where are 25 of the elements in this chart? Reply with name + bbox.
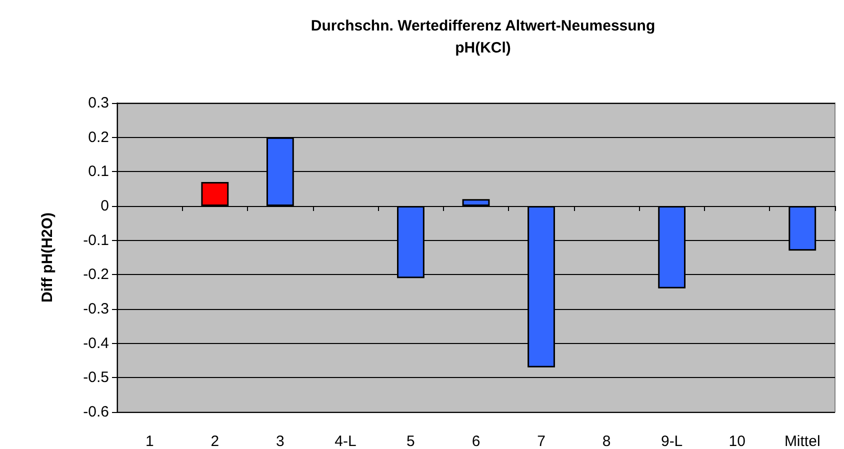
- x-tick-label: 4-L: [334, 433, 356, 449]
- x-tick-label: 9-L: [660, 433, 683, 449]
- y-tick-label: 0.1: [88, 163, 109, 180]
- y-tick-label: -0.1: [83, 232, 109, 249]
- x-tick-label: Mittel: [784, 433, 820, 449]
- y-tick-label: -0.4: [83, 334, 109, 352]
- x-tick-label: 7: [537, 433, 546, 449]
- bar: [462, 199, 490, 206]
- y-tick-label: -0.5: [83, 369, 109, 386]
- x-tick-label: 3: [276, 433, 284, 449]
- x-tick-label: 5: [406, 433, 415, 449]
- x-tick-label: 6: [472, 433, 480, 449]
- x-tick-label: 2: [210, 433, 220, 449]
- y-tick-label: -0.3: [83, 300, 109, 318]
- x-tick-label: 10: [728, 433, 746, 449]
- y-tick-label: -0.6: [83, 404, 109, 420]
- y-tick-label: 0.3: [88, 94, 109, 112]
- y-tick-label: 0.2: [88, 128, 109, 146]
- x-tick-label: 8: [602, 433, 611, 449]
- chart-title: Durchschn. Wertedifferenz Altwert-Neumessung pH(KCl): [310, 18, 656, 56]
- y-tick-label: -0.2: [83, 266, 109, 284]
- y-axis-title: Diff pH(H2O): [39, 212, 56, 302]
- y-tick-label: 0: [100, 198, 109, 214]
- bar: [201, 182, 229, 206]
- x-tick-label: 1: [145, 433, 154, 449]
